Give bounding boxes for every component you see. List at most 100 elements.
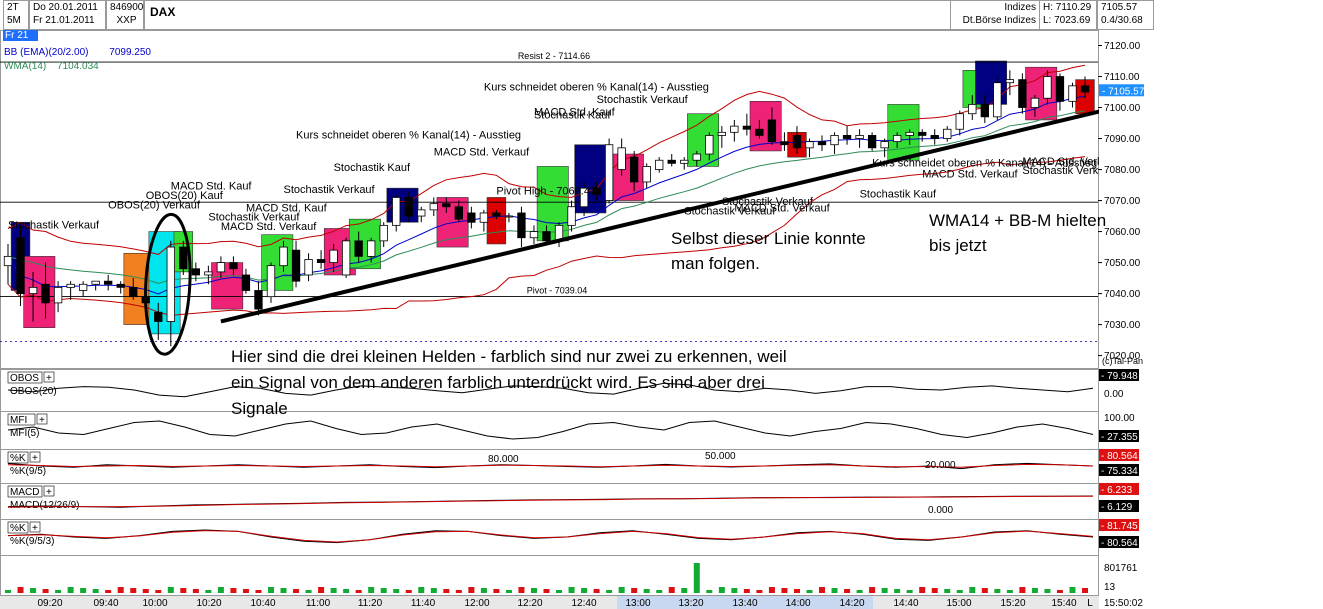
candle-body <box>329 249 338 263</box>
signal-box <box>1025 66 1058 121</box>
candle-body <box>266 265 276 298</box>
candle-body <box>179 246 188 270</box>
panel-series-line <box>7 420 1094 440</box>
signal-label: Stochastik Kauf <box>534 109 611 121</box>
last-price-label: - 7105.57 <box>1102 86 1145 97</box>
market-name: Indizes <box>1004 2 1036 13</box>
panel-tag: %K <box>10 453 26 464</box>
candle-body <box>567 206 576 226</box>
volume-bar <box>581 588 588 593</box>
panel-plus-icon <box>29 451 41 463</box>
signal-label: Stochastik Verkauf <box>722 196 814 208</box>
timeframe-bottom: 5M <box>7 15 21 26</box>
panel-plus-icon <box>29 521 41 533</box>
y-tick-label: 7120.00 <box>1104 41 1141 52</box>
signal-label: MACD Std. Verkauf <box>734 202 830 214</box>
panel-tag-box <box>7 485 43 498</box>
volume-bar <box>42 589 49 593</box>
volume-bar <box>430 588 437 593</box>
panel-label: MFI(5) <box>10 428 39 439</box>
candle-body <box>254 290 263 310</box>
panel-scale-label: 0.00 <box>1104 389 1124 400</box>
panel-value-badge <box>1099 500 1139 512</box>
candle-body <box>655 159 664 170</box>
candle-body <box>379 224 388 242</box>
signal-label: Stochastik Verkauf <box>684 206 776 218</box>
candle-body <box>930 135 939 139</box>
change-value: 0.4/30.68 <box>1101 15 1143 26</box>
candle-body <box>53 286 63 304</box>
candle-body <box>980 104 989 118</box>
candle-body <box>304 259 313 276</box>
volume-bar <box>1019 587 1026 593</box>
day-marker-badge[interactable]: Fr 21 <box>3 30 38 41</box>
panel-series-line <box>7 495 1093 508</box>
candle-body <box>905 131 914 136</box>
volume-bar <box>643 589 650 593</box>
volume-bar <box>756 590 763 593</box>
candle-body <box>467 212 476 223</box>
x-tick-label: 15:00 <box>946 598 971 609</box>
volume-bar <box>593 589 600 593</box>
candle-body <box>579 187 589 208</box>
candle-body <box>367 240 376 257</box>
price-panel-frame <box>0 30 1099 369</box>
high-value: H: 7110.29 <box>1043 2 1092 13</box>
signal-label: Pivot High - 7069.47 <box>496 185 596 197</box>
panel-tag-box <box>7 413 36 426</box>
signal-label: Stochastik Verkauf <box>208 212 300 224</box>
candle-body <box>129 286 138 298</box>
volume-bar <box>267 587 274 593</box>
signal-box <box>536 166 569 242</box>
x-tick-label: 15:40 <box>1051 598 1076 609</box>
x-tick-label: 10:20 <box>196 598 221 609</box>
signal-box <box>486 197 507 245</box>
wma-legend[interactable]: WMA(14) 7104.034 <box>4 61 99 72</box>
candle-body <box>241 274 251 291</box>
y-tick-label: 7110.00 <box>1104 72 1140 83</box>
candle-body <box>1080 85 1090 93</box>
candle-body <box>442 203 451 208</box>
volume-bar <box>242 589 249 593</box>
annotation-wma: WMA14 + BB-M hielten bis jetzt <box>929 211 1107 255</box>
panel-tag-box <box>7 451 29 464</box>
signal-box <box>687 113 719 167</box>
volume-bar <box>55 590 62 593</box>
price-axis: 7120.00 7110.00 7100.00 7090.00 7080.00 7070.… <box>1098 30 1323 609</box>
volume-bar <box>944 589 951 593</box>
volume-bar <box>543 589 550 593</box>
volume-bar <box>606 590 613 593</box>
volume-bar <box>343 589 350 593</box>
volume-bar <box>17 587 24 593</box>
candle-body <box>892 135 902 143</box>
signal-box <box>574 144 607 214</box>
panel-label: MACD(12/26/9) <box>10 500 79 511</box>
volume-min-label: 13 <box>1104 582 1116 593</box>
panel-label: %K(9/5/3) <box>10 536 54 547</box>
timeframe-box[interactable]: 2T 5M <box>3 0 29 30</box>
panel-value: - 80.564 <box>1101 451 1138 462</box>
signal-label: Stochastik Verkauf <box>1022 165 1114 177</box>
low-value: L: 7023.69 <box>1043 15 1091 26</box>
x-tick-label: 14:40 <box>893 598 918 609</box>
symbol-box[interactable]: 846900 XXP <box>106 0 144 30</box>
signal-label: Stochastik Kauf <box>860 188 937 200</box>
date-range-box[interactable]: Do 20.01.2011 Fr 21.01.2011 <box>29 0 106 30</box>
candle-body <box>717 131 726 136</box>
wma-legend-label: WMA(14) <box>4 61 47 72</box>
signal-box <box>611 153 644 201</box>
level-label: Pivot - 7039.04 <box>527 286 588 296</box>
volume-bar <box>1056 590 1063 593</box>
copyright-label: (c)Tai-Pan <box>1102 356 1143 366</box>
bb-legend[interactable]: BB (EMA)(20/2.00) 7099.250 <box>4 47 151 58</box>
candle-body <box>680 159 689 164</box>
candle-body <box>867 135 877 149</box>
panel-value-badge <box>1099 519 1139 531</box>
volume-bar <box>831 588 838 593</box>
volume-bar <box>894 589 901 593</box>
x-tick-label: 14:20 <box>839 598 864 609</box>
signal-label: MACD Std. Verkauf <box>221 221 317 233</box>
panel-value-badge <box>1099 483 1139 495</box>
y-tick-label: 7070.00 <box>1104 196 1141 207</box>
